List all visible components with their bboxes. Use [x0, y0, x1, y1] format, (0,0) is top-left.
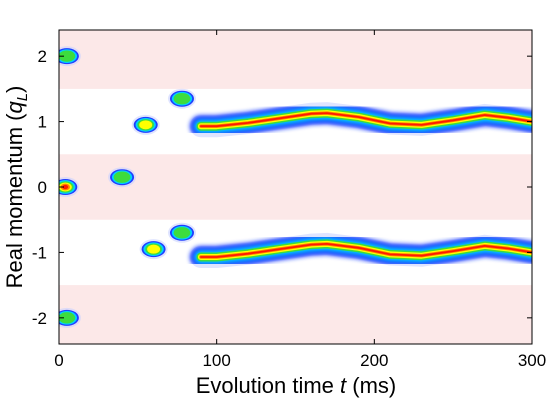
heatmap-marks: [59, 46, 532, 328]
background-bands: [59, 30, 532, 344]
early-peak-6-layer-2: [173, 93, 191, 105]
early-peak-6: [167, 88, 196, 109]
ridge-0: [189, 102, 532, 138]
early-peak-7: [167, 222, 196, 243]
x-axis-title-part-3: (ms): [346, 373, 396, 398]
early-peak-7-layer-2: [173, 227, 191, 239]
ridge-1-layer-5: [200, 243, 532, 258]
early-peak-0-layer-2: [59, 50, 76, 62]
early-peak-4: [131, 114, 160, 135]
early-peak-5: [139, 239, 168, 260]
y-axis-title-part-1: Real momentum (: [2, 113, 27, 289]
x-axis-title: Evolution time t (ms): [196, 373, 397, 398]
y-axis-title-variable: q: [2, 101, 27, 114]
y-axis-title: Real momentum (qL): [2, 86, 31, 289]
x-tick-label-1: 100: [202, 351, 230, 370]
plot-area: [58, 29, 533, 345]
early-peak-0: [59, 46, 81, 67]
x-axis-title-part-1: Evolution time: [196, 373, 340, 398]
early-peak-3: [108, 167, 137, 188]
ridge-0-layer-5: [200, 112, 532, 128]
early-peak-2-layer-2: [59, 312, 76, 324]
background-band-1: [59, 154, 532, 220]
x-tick-label-3: 300: [518, 351, 546, 370]
x-tick-label-0: 0: [54, 351, 63, 370]
x-tick-label-2: 200: [360, 351, 388, 370]
x-axis-title-variable: t: [340, 373, 347, 398]
y-axis-ticks: 2 1 0 -1 -2: [32, 47, 532, 328]
y-tick-label-2: 0: [38, 178, 47, 197]
y-axis-title-part-4: ): [2, 86, 27, 93]
early-peak-1: [59, 177, 80, 197]
y-tick-label-4: -2: [32, 309, 47, 328]
y-tick-label-0: 2: [38, 47, 47, 66]
y-axis-title-subscript: L: [14, 93, 31, 101]
early-peak-4-layer-3: [139, 120, 153, 130]
early-peak-3-layer-2: [113, 171, 131, 183]
background-band-2: [59, 285, 532, 344]
y-tick-label-1: 1: [38, 113, 47, 132]
background-band-0: [59, 30, 532, 89]
early-peak-1-layer-5: [62, 184, 69, 190]
y-tick-label-3: -1: [32, 243, 47, 262]
ridge-1: [189, 232, 532, 268]
early-peak-5-layer-3: [147, 244, 161, 254]
x-axis-ticks: 0 100 200 300: [54, 30, 546, 370]
early-peak-2: [59, 307, 81, 328]
